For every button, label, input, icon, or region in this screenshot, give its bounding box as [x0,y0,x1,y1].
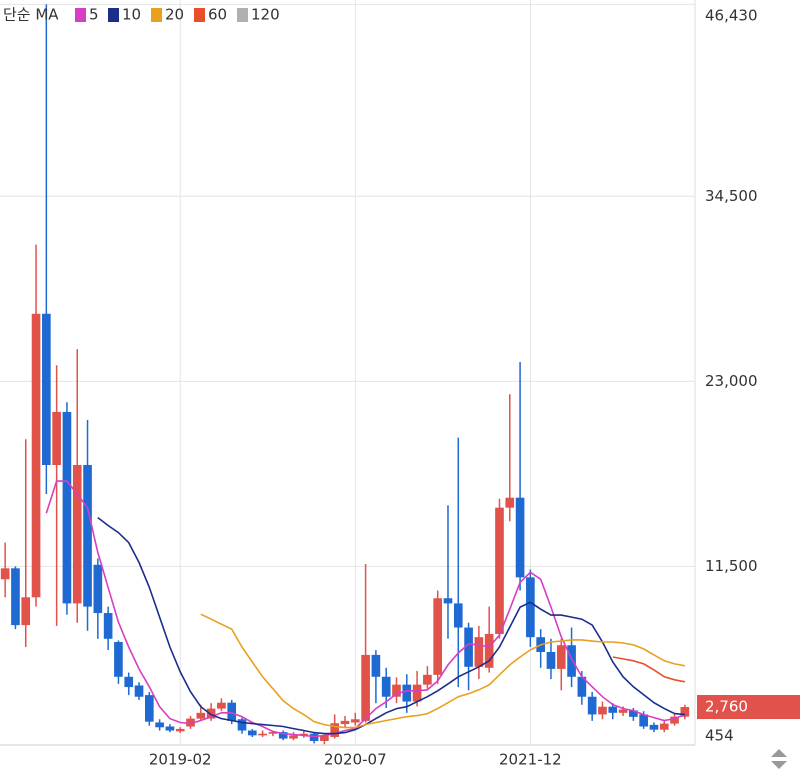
candle-body [680,707,690,717]
candle-body [392,684,401,697]
candle-body [618,709,628,713]
candle-body [11,568,20,626]
legend-swatch [75,8,86,22]
ma-line [612,656,686,683]
legend-label: 20 [165,6,184,24]
current-price-tag [697,695,800,720]
candle-body [134,685,144,697]
candle-body [556,645,566,669]
candle-body [83,465,92,607]
y-tick-label: 11,500 [705,557,758,575]
candle-body [402,684,412,702]
x-tick-label: 2020-07 [324,751,387,769]
candle-body [309,733,319,741]
candle-body [464,627,473,667]
candle-body [217,702,226,709]
candle-body [31,313,41,598]
candle-body [114,642,123,677]
candle-body [423,674,432,685]
ma-line [45,480,686,738]
candle-body [546,651,556,669]
candle-body [629,710,638,717]
candle-body [649,724,659,730]
candle-body [639,714,648,727]
candle-body [484,633,494,668]
candle-body [247,730,257,736]
candle-body [52,411,61,466]
candle-body [21,597,31,626]
legend-swatch [151,8,162,22]
ma-line [200,613,686,729]
candle-body [340,720,350,725]
candle-body [381,676,391,697]
x-tick-label: 2019-02 [149,751,212,769]
candle-body [567,645,576,677]
candle-body [577,676,587,697]
candle-body [165,726,175,731]
candle-body [505,497,515,508]
legend-swatch [108,8,119,22]
candle-body [227,702,237,721]
candle-body [62,411,72,604]
x-tick-label: 2021-12 [499,751,562,769]
arrow-down[interactable] [771,761,787,769]
candle-body [659,723,669,730]
candle-body [196,712,206,719]
candle-body [42,313,51,466]
candle-body [145,695,154,722]
candle-body [495,507,504,634]
candle-body [0,568,10,580]
y-tick-label: 454 [705,727,734,745]
candle-body [330,723,340,737]
legend-title: 단순 MA [3,6,59,24]
candle-body [258,733,267,736]
arrow-up[interactable] [771,749,787,757]
candle-body [474,637,484,667]
candle-body [186,718,195,727]
candle-body [103,613,113,639]
candle-body [350,719,360,723]
candle-body [608,706,618,713]
candle-body [278,732,288,739]
candle-body [670,716,679,724]
candle-body [526,577,535,638]
candle-body [515,497,525,578]
candle-body [587,696,597,715]
candle-body [361,654,370,721]
legend-label: 5 [89,6,99,24]
candle-body [237,719,247,731]
candle-body [124,676,134,688]
legend-label: 60 [208,6,227,24]
candle-body [598,706,607,715]
scroll-arrows[interactable] [771,749,787,769]
candle-body [371,654,381,677]
candle-body [289,735,298,739]
candle-body [299,733,309,736]
legend-swatch [194,8,205,22]
y-tick-label: 46,430 [705,7,758,25]
candle-body [443,598,453,604]
candle-body [412,684,422,702]
current-price-label: 2,760 [705,698,748,716]
candle-body [453,603,463,628]
candle-body [433,598,443,675]
legend-label: 120 [251,6,280,24]
y-tick-label: 34,500 [705,187,758,205]
legend-label: 10 [122,6,141,24]
candle-body [268,732,278,734]
candle-body [72,465,82,604]
ma-line [97,516,685,735]
candle-body [320,735,329,741]
candle-body [155,722,164,728]
candle-body [93,564,103,614]
y-tick-label: 23,000 [705,372,758,390]
legend-swatch [237,8,248,22]
candle-body [175,728,185,732]
